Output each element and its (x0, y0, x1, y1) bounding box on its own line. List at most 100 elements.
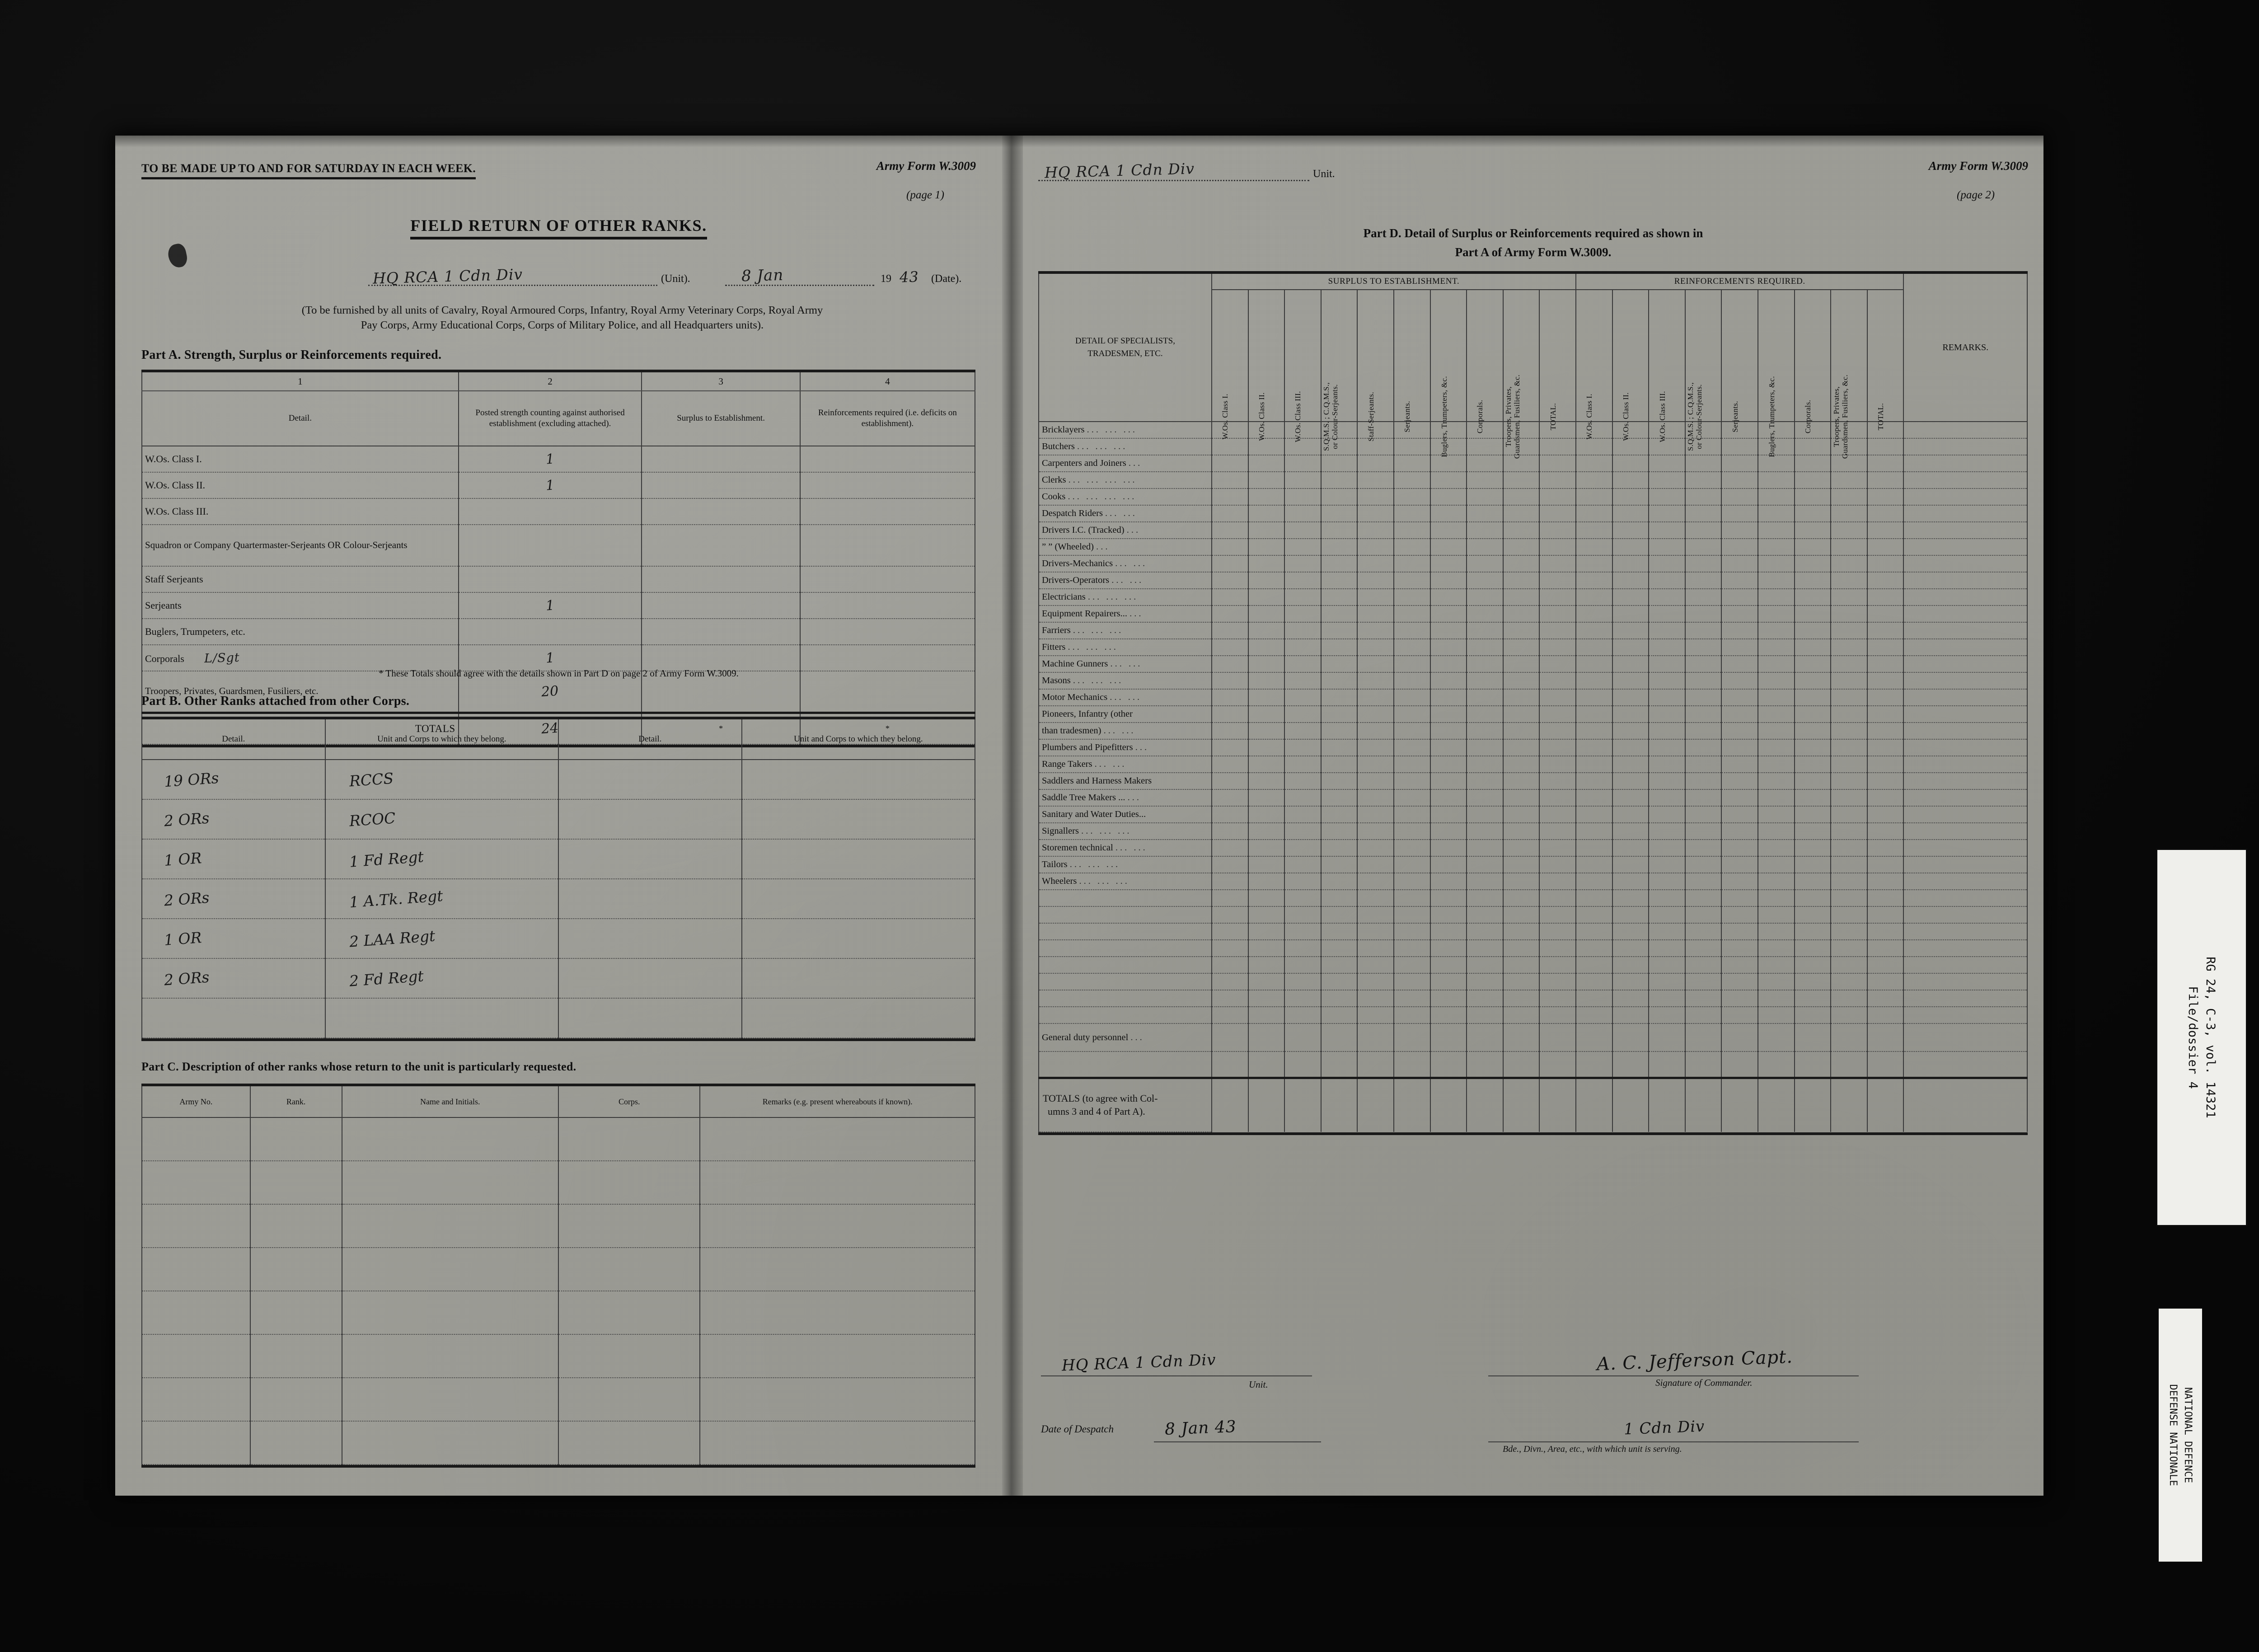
part-d-cell[interactable] (1247, 990, 1285, 1007)
part-d-cell[interactable] (1612, 639, 1650, 656)
part-d-cell[interactable] (1684, 555, 1722, 573)
part-d-cell[interactable] (1758, 689, 1795, 706)
part-b-detail-2[interactable] (558, 998, 742, 1038)
part-a-row-col2[interactable]: 1 (458, 645, 642, 671)
part-d-cell[interactable] (1830, 957, 1868, 974)
part-d-cell[interactable] (1721, 438, 1759, 455)
part-d-cell[interactable] (1357, 472, 1394, 489)
part-d-cell[interactable] (1284, 472, 1322, 489)
part-d-cell[interactable] (1357, 973, 1394, 990)
part-d-cell[interactable] (1612, 605, 1650, 623)
part-d-cell[interactable] (1648, 522, 1686, 539)
part-d-cell[interactable] (1502, 488, 1540, 506)
part-d-cell[interactable] (1794, 723, 1832, 740)
part-c-cell[interactable] (558, 1378, 701, 1422)
part-d-cell[interactable] (1684, 656, 1722, 673)
part-d-cell[interactable] (1758, 472, 1795, 489)
part-d-cell[interactable] (1794, 1023, 1832, 1052)
part-d-cell[interactable] (1284, 555, 1322, 573)
part-d-cell[interactable] (1648, 438, 1686, 455)
part-d-cell[interactable] (1866, 856, 1904, 873)
part-d-cell[interactable] (1466, 505, 1504, 522)
part-d-cell[interactable] (1502, 689, 1540, 706)
part-d-cell[interactable] (1393, 739, 1431, 756)
part-d-cell[interactable] (1539, 1051, 1576, 1078)
part-d-cell[interactable] (1466, 1007, 1504, 1024)
part-d-cell[interactable] (1539, 689, 1576, 706)
part-d-cell[interactable] (1794, 555, 1832, 573)
part-b-unit[interactable]: 1 A.Tk. Regt (324, 879, 559, 919)
part-c-cell[interactable] (249, 1204, 342, 1248)
part-d-cell[interactable] (1284, 823, 1322, 840)
part-d-cell[interactable] (1758, 756, 1795, 773)
part-a-row-col4[interactable] (799, 498, 976, 525)
part-d-total-cell[interactable] (1429, 1076, 1467, 1132)
part-d-cell[interactable] (1648, 605, 1686, 623)
part-d-cell[interactable] (1758, 906, 1795, 924)
part-d-cell[interactable] (1211, 806, 1249, 823)
part-c-cell[interactable] (141, 1378, 251, 1422)
part-c-cell[interactable] (558, 1117, 701, 1161)
part-d-cell[interactable] (1357, 522, 1394, 539)
part-d-cell[interactable] (1429, 622, 1467, 639)
part-d-cell[interactable] (1393, 873, 1431, 890)
part-d-cell[interactable] (1684, 422, 1722, 439)
part-d-total-cell[interactable] (1320, 1076, 1358, 1132)
part-c-cell[interactable] (249, 1248, 342, 1291)
part-d-remarks-cell[interactable] (1903, 789, 2028, 807)
part-d-cell[interactable] (1794, 572, 1832, 589)
part-d-cell[interactable] (1575, 589, 1613, 606)
part-d-cell[interactable] (1830, 505, 1868, 522)
part-d-cell[interactable] (1539, 906, 1576, 924)
part-d-remarks-cell[interactable] (1903, 589, 2028, 606)
part-d-cell[interactable] (1830, 522, 1868, 539)
part-d-cell[interactable] (1393, 555, 1431, 573)
part-a-row-col3[interactable] (641, 472, 801, 499)
part-d-cell[interactable] (1466, 672, 1504, 690)
part-d-cell[interactable] (1502, 539, 1540, 556)
part-d-cell[interactable] (1612, 773, 1650, 790)
part-d-cell[interactable] (1794, 856, 1832, 873)
part-d-cell[interactable] (1539, 539, 1576, 556)
part-d-cell[interactable] (1758, 455, 1795, 472)
part-d-cell[interactable] (1575, 639, 1613, 656)
part-c-cell[interactable] (141, 1204, 251, 1248)
part-d-cell[interactable] (1466, 873, 1504, 890)
part-d-cell[interactable] (1211, 789, 1249, 807)
part-d-cell[interactable] (1466, 957, 1504, 974)
part-d-cell[interactable] (1612, 589, 1650, 606)
part-d-cell[interactable] (1830, 639, 1868, 656)
part-d-cell[interactable] (1866, 522, 1904, 539)
part-d-cell[interactable] (1502, 973, 1540, 990)
part-d-cell[interactable] (1721, 672, 1759, 690)
part-d-cell[interactable] (1393, 455, 1431, 472)
part-d-cell[interactable] (1429, 706, 1467, 723)
part-d-cell[interactable] (1575, 555, 1613, 573)
part-d-cell[interactable] (1502, 472, 1540, 489)
part-d-cell[interactable] (1612, 856, 1650, 873)
part-d-cell[interactable] (1320, 723, 1358, 740)
part-d-cell[interactable] (1284, 589, 1322, 606)
part-d-cell[interactable] (1794, 438, 1832, 455)
part-d-cell[interactable] (1357, 589, 1394, 606)
part-d-cell[interactable] (1866, 823, 1904, 840)
part-d-cell[interactable] (1612, 689, 1650, 706)
part-d-cell[interactable] (1502, 639, 1540, 656)
part-d-cell[interactable] (1211, 823, 1249, 840)
part-d-cell[interactable] (1247, 438, 1285, 455)
part-d-cell[interactable] (1830, 923, 1868, 940)
part-d-cell[interactable] (1575, 706, 1613, 723)
part-d-cell[interactable] (1393, 957, 1431, 974)
part-a-row-col4[interactable] (799, 472, 976, 499)
part-d-cell[interactable] (1866, 756, 1904, 773)
part-d-cell[interactable] (1830, 940, 1868, 957)
part-d-cell[interactable] (1684, 639, 1722, 656)
part-d-cell[interactable] (1539, 622, 1576, 639)
part-d-cell[interactable] (1539, 957, 1576, 974)
part-d-cell[interactable] (1648, 739, 1686, 756)
part-c-cell[interactable] (699, 1117, 975, 1161)
part-d-cell[interactable] (1284, 756, 1322, 773)
part-d-cell[interactable] (1648, 906, 1686, 924)
part-d-cell[interactable] (1284, 773, 1322, 790)
part-d-cell[interactable] (1466, 539, 1504, 556)
